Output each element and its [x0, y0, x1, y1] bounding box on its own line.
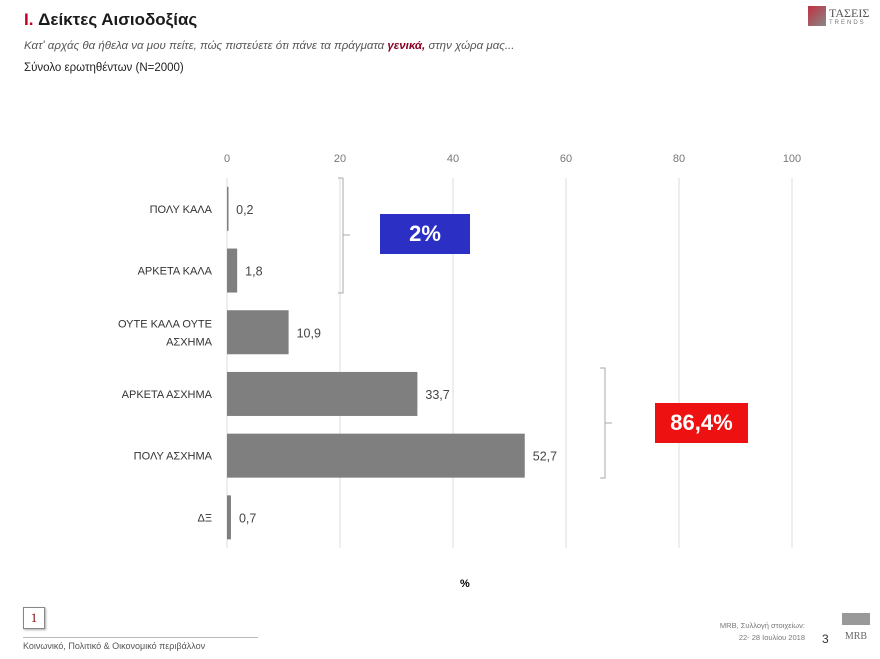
title-number: I.: [24, 10, 34, 29]
bar: [227, 248, 238, 293]
page-number: 3: [822, 632, 829, 646]
value-label: 0,2: [236, 203, 253, 217]
source-line: MRB, Συλλογή στοιχείων:: [719, 621, 805, 630]
category-label: ΠΟΛΥ ΚΑΛΑ: [150, 204, 213, 216]
x-tick-label: 40: [447, 153, 459, 165]
source-note: MRB, Συλλογή στοιχείων: 22- 28 Ιουλίου 20…: [640, 620, 805, 644]
category-label: ΑΡΚΕΤΑ ΚΑΛΑ: [138, 266, 213, 278]
value-label: 0,7: [239, 511, 256, 525]
x-tick-label: 80: [673, 153, 685, 165]
value-label: 52,7: [533, 450, 557, 464]
title-text: Δείκτες Αισιοδοξίας: [33, 10, 198, 29]
page-title: I. Δείκτες Αισιοδοξίας: [24, 10, 197, 30]
taseis-logo: ΤΑΣΕΙΣ TRENDS: [808, 6, 870, 30]
bar-chart: 0 20 40 60 80 100 ΠΟΛΥ ΚΑΛΑ ΑΡΚΕΤΑ ΚΑΛΑ ΟΥΤΕ ΚΑΛ…: [118, 153, 801, 548]
section-title: Κοινωνικό, Πολιτικό & Οικονομικό περιβάλ…: [23, 641, 206, 651]
question-post: στην χώρα μας...: [425, 40, 515, 52]
bar: [227, 371, 418, 416]
source-date: 22- 28 Ιουλίου 2018: [738, 633, 805, 642]
bar: [227, 433, 525, 478]
bracket-negative: [600, 367, 612, 479]
x-tick-label: 100: [783, 153, 801, 165]
mrb-logo: MRB: [842, 613, 870, 653]
bracket-positive: [338, 177, 350, 294]
category-label: ΑΣΧΗΜΑ: [166, 336, 213, 348]
x-tick-label: 60: [560, 153, 572, 165]
value-label: 33,7: [425, 388, 449, 402]
value-label: 1,8: [245, 265, 262, 279]
question-emphasis: γενικά,: [387, 40, 426, 52]
bar: [227, 495, 231, 540]
x-tick-label: 0: [224, 153, 230, 165]
mrb-logo-text: MRB: [844, 631, 868, 642]
positive-total-callout: 2%: [380, 214, 470, 254]
question-text: Κατ' αρχάς θα ήθελα να μου πείτε, πώς πι…: [24, 40, 514, 52]
sample-base: Σύνολο ερωτηθέντων (N=2000): [24, 62, 184, 74]
footer-divider: [23, 637, 258, 638]
category-label: ΑΡΚΕΤΑ ΑΣΧΗΜΑ: [122, 389, 213, 401]
bar: [227, 310, 289, 355]
category-label: ΟΥΤΕ ΚΑΛΑ ΟΥΤΕ: [118, 318, 212, 330]
negative-total-callout: 86,4%: [655, 403, 748, 443]
category-label: ΠΟΛΥ ΑΣΧΗΜΑ: [134, 451, 213, 463]
bar: [227, 186, 229, 231]
category-label: ΔΞ: [198, 512, 213, 524]
question-pre: Κατ' αρχάς θα ήθελα να μου πείτε, πώς πι…: [24, 40, 388, 52]
x-tick-label: 20: [334, 153, 346, 165]
section-number: 1: [23, 607, 45, 629]
x-axis-label: %: [460, 578, 470, 590]
value-label: 10,9: [297, 326, 321, 340]
